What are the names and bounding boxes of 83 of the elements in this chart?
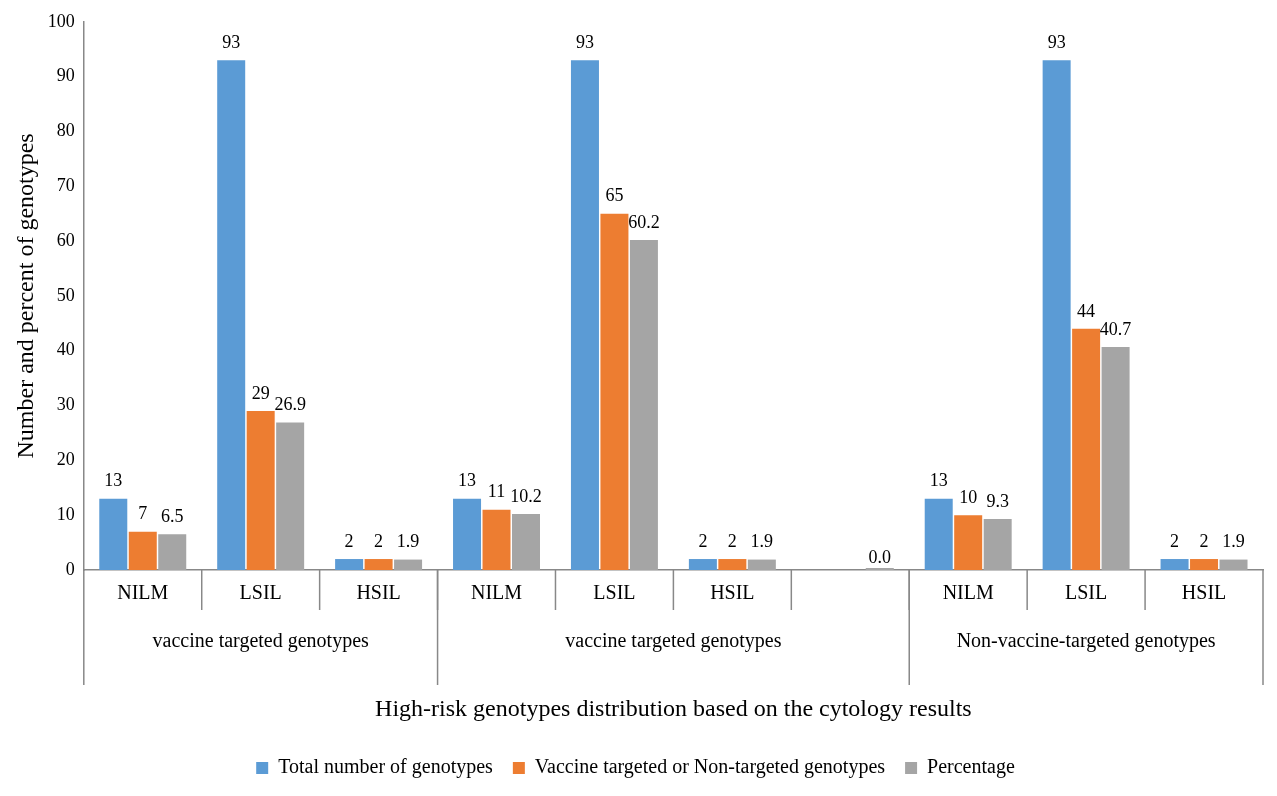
x-tick-label: NILM [117,581,169,604]
y-axis-title: Number and percent of genotypes [11,133,38,459]
x-axis-title: High-risk genotypes distribution based on the cytology results [375,695,972,722]
bar [453,498,482,570]
bar [394,559,423,570]
bar [1072,328,1101,570]
data-label: 1.9 [1222,531,1245,552]
bar [217,60,246,570]
y-tick-label: 10 [56,503,75,524]
x-tick-label: LSIL [593,581,636,604]
bar [924,498,953,570]
legend-label: Percentage [927,755,1015,779]
bar [128,531,157,570]
text: Non-vaccine-targeted genotypes [956,629,1216,653]
data-label: 1.9 [396,531,420,552]
bar [335,559,364,570]
data-label: 7 [138,503,148,524]
bar [1042,60,1071,570]
data-label: 13 [929,470,948,491]
data-label: 44 [1077,300,1096,321]
bar [1160,559,1189,570]
bar [983,519,1012,570]
bar [99,498,128,570]
bar [1190,559,1219,570]
data-label: 2 [344,530,354,551]
data-label: 29 [251,382,270,403]
data-label: 2 [1170,530,1180,551]
text: vaccine targeted genotypes [152,629,369,653]
y-tick-label: 70 [56,174,75,195]
bar [158,534,187,570]
data-label: 9.3 [986,490,1009,511]
bar [600,213,629,570]
bar [276,422,305,570]
legend-label: Total number of genotypes [278,755,494,779]
data-label: 93 [575,31,594,52]
bar [570,60,599,570]
data-label: 10.2 [510,485,542,506]
data-label: 10 [959,486,978,507]
x-tick-label: HSIL [1181,581,1227,604]
data-label: 40.7 [1099,318,1132,339]
data-label: 60.2 [628,211,660,232]
text: vaccine targeted genotypes [565,629,782,653]
bar [512,514,540,570]
data-label: 13 [104,470,123,491]
x-tick-label: NILM [470,581,523,604]
data-label: 2 [1199,530,1209,551]
data-label: 13 [458,470,477,491]
x-tick-label: LSIL [239,581,282,604]
y-tick-label: 30 [56,394,75,415]
y-tick-label: 100 [47,10,75,31]
x-tick-label: HSIL [356,581,401,604]
data-label: 2 [727,530,737,551]
bar [718,559,747,570]
bar [482,509,511,570]
bar [364,559,393,570]
bar [1101,346,1130,570]
bar [1219,559,1248,570]
data-label: 6.5 [160,506,184,527]
y-tick-label: 0 [65,558,75,579]
data-label: 0.0 [868,546,892,567]
y-tick-label: 40 [56,339,75,360]
data-label: 93 [1047,31,1066,52]
data-label: 1.9 [750,531,774,552]
bar [954,515,983,570]
data-label: 11 [487,481,506,502]
legend-label: Vaccine targeted or Non-targeted genotypes [534,755,886,779]
x-tick-label: HSIL [710,581,755,604]
data-label: 2 [374,530,384,551]
data-label: 65 [605,185,624,206]
y-tick-label: 50 [56,284,75,305]
y-tick-label: 20 [56,449,75,470]
y-tick-label: 90 [56,65,75,86]
bar [747,559,776,570]
x-tick-label: LSIL [1065,581,1108,604]
bar [629,239,658,570]
y-tick-label: 80 [56,120,75,141]
x-tick-label: NILM [942,581,994,604]
bar [246,411,275,570]
data-label: 2 [698,530,708,551]
bar [688,559,717,570]
y-tick-label: 60 [56,229,75,250]
data-label: 26.9 [274,394,306,415]
data-label: 93 [222,31,241,52]
